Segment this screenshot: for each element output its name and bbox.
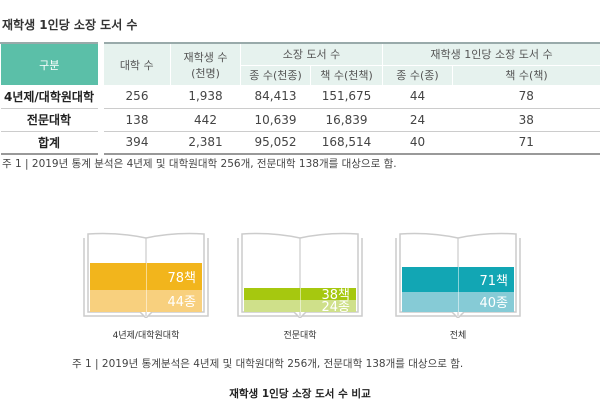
cell-univ: 138: [100, 108, 171, 132]
table-row: 4년제/대학원대학 256 1,938 84,413 151,675 44 78: [0, 85, 600, 109]
header-per-student: 재학생 1인당 소장 도서 수: [382, 42, 600, 66]
book-spine: [145, 262, 147, 312]
book-graphic: 38책 24종: [236, 232, 364, 318]
header-students-label: 재학생 수: [183, 50, 228, 64]
header-univ-count: 대학 수: [100, 42, 171, 85]
header-students-unit: (천명): [191, 66, 220, 80]
volumes-label: 78책: [167, 270, 196, 286]
book-label: 전문대학: [283, 331, 317, 341]
cell-volumes: 168,514: [310, 131, 383, 155]
volumes-label: 38책: [321, 288, 350, 304]
cell-students: 442: [170, 108, 241, 132]
header-students: 재학생 수 (천명): [170, 42, 241, 85]
header-category: 구분: [0, 42, 104, 85]
titles-label: 40종: [479, 296, 508, 312]
titles-label: 24종: [321, 300, 350, 316]
row-name: 합계: [0, 131, 104, 155]
header-holdings: 소장 도서 수: [240, 42, 383, 66]
book-spine: [457, 267, 459, 312]
library-holdings-table: 구분 대학 수 재학생 수 (천명) 소장 도서 수 재학생 1인당 소장 도서 …: [0, 42, 600, 155]
cell-per-volumes: 71: [452, 131, 600, 155]
cell-univ: 394: [100, 131, 171, 155]
book-spine: [299, 288, 301, 312]
cell-titles: 95,052: [240, 131, 311, 155]
cell-titles: 84,413: [240, 85, 311, 109]
header-per-titles: 종 수(종): [382, 64, 453, 85]
volumes-label: 71책: [479, 274, 508, 290]
cell-titles: 10,639: [240, 108, 311, 132]
table-footnote: 주 1 | 2019년 통계 분석은 4년제 및 대학원대학 256개, 전문대…: [2, 158, 397, 170]
row-name: 4년제/대학원대학: [0, 85, 104, 109]
cell-per-volumes: 38: [452, 108, 600, 132]
cell-per-titles: 24: [382, 108, 453, 132]
book-label: 4년제/대학원대학: [112, 331, 180, 341]
table-title: 재학생 1인당 소장 도서 수: [2, 18, 138, 32]
header-per-volumes: 책 수(책): [452, 64, 600, 85]
book-graphic: 71책 40종: [394, 232, 522, 318]
table-row: 합계 394 2,381 95,052 168,514 40 71: [0, 131, 600, 155]
header-holdings-titles: 종 수(천종): [240, 64, 311, 85]
cell-per-volumes: 78: [452, 85, 600, 109]
titles-label: 44종: [167, 295, 196, 311]
cell-per-titles: 44: [382, 85, 453, 109]
cell-per-titles: 40: [382, 131, 453, 155]
cell-volumes: 151,675: [310, 85, 383, 109]
figure-caption: 재학생 1인당 소장 도서 수 비교: [229, 388, 371, 400]
table-row: 전문대학 138 442 10,639 16,839 24 38: [0, 108, 600, 132]
cell-univ: 256: [100, 85, 171, 109]
cell-students: 1,938: [170, 85, 241, 109]
chart-footnote: 주 1 | 2019년 통계분석은 4년제 및 대학원대학 256개, 전문대학…: [72, 358, 464, 370]
book-label: 전체: [449, 331, 467, 341]
cell-volumes: 16,839: [310, 108, 383, 132]
row-name: 전문대학: [0, 108, 104, 132]
header-holdings-volumes: 책 수(천책): [310, 64, 383, 85]
book-graphic: 78책 44종: [82, 232, 210, 318]
cell-students: 2,381: [170, 131, 241, 155]
